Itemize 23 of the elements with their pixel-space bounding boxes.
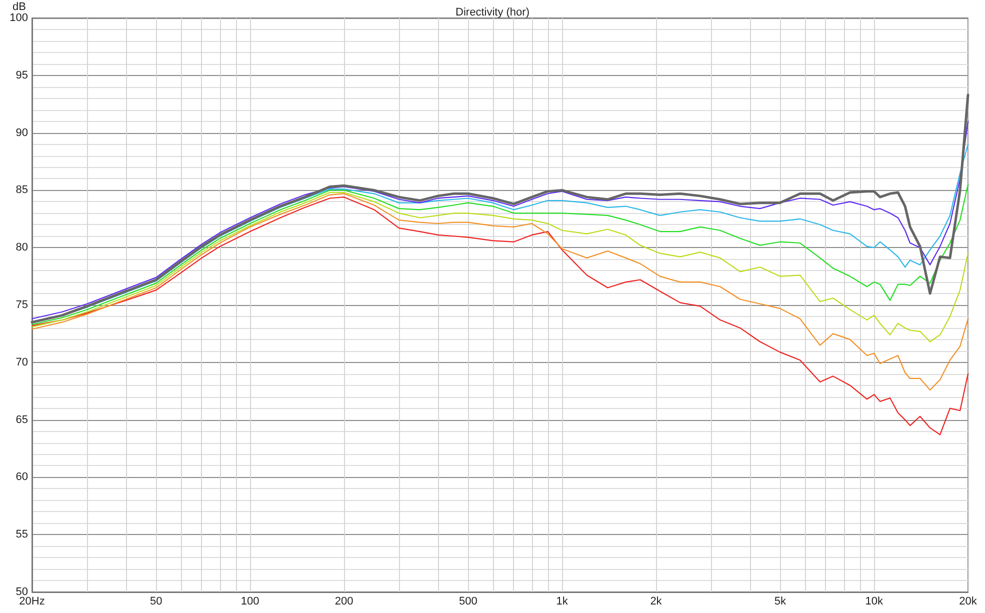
y-tick-label: 50 — [16, 586, 28, 598]
y-tick-label: 65 — [16, 414, 28, 426]
y-tick-label: 95 — [16, 69, 28, 82]
x-tick-label: 20Hz — [19, 596, 45, 608]
chart-title: Directivity (hor) — [456, 6, 530, 18]
x-tick-label: 5k — [774, 596, 786, 608]
x-tick-label: 200 — [334, 596, 354, 608]
y-tick-label: 80 — [16, 242, 28, 254]
x-tick-label: 500 — [458, 596, 478, 608]
y-tick-label: 70 — [16, 356, 28, 368]
x-tick-label: 2k — [650, 596, 662, 608]
y-tick-label: 55 — [16, 528, 28, 541]
x-tick-label: 10k — [865, 596, 884, 608]
y-tick-label: 90 — [16, 126, 28, 139]
y-tick-label: 85 — [16, 184, 28, 196]
x-tick-label: 100 — [240, 596, 260, 608]
x-tick-label: 20k — [959, 596, 978, 608]
x-tick-label: 50 — [150, 596, 162, 608]
y-tick-label: 60 — [16, 471, 28, 484]
y-tick-label: 100 — [10, 12, 28, 24]
y-tick-label: 75 — [16, 299, 28, 311]
x-tick-label: 1k — [556, 596, 568, 608]
y-axis-title: dB — [12, 1, 26, 14]
